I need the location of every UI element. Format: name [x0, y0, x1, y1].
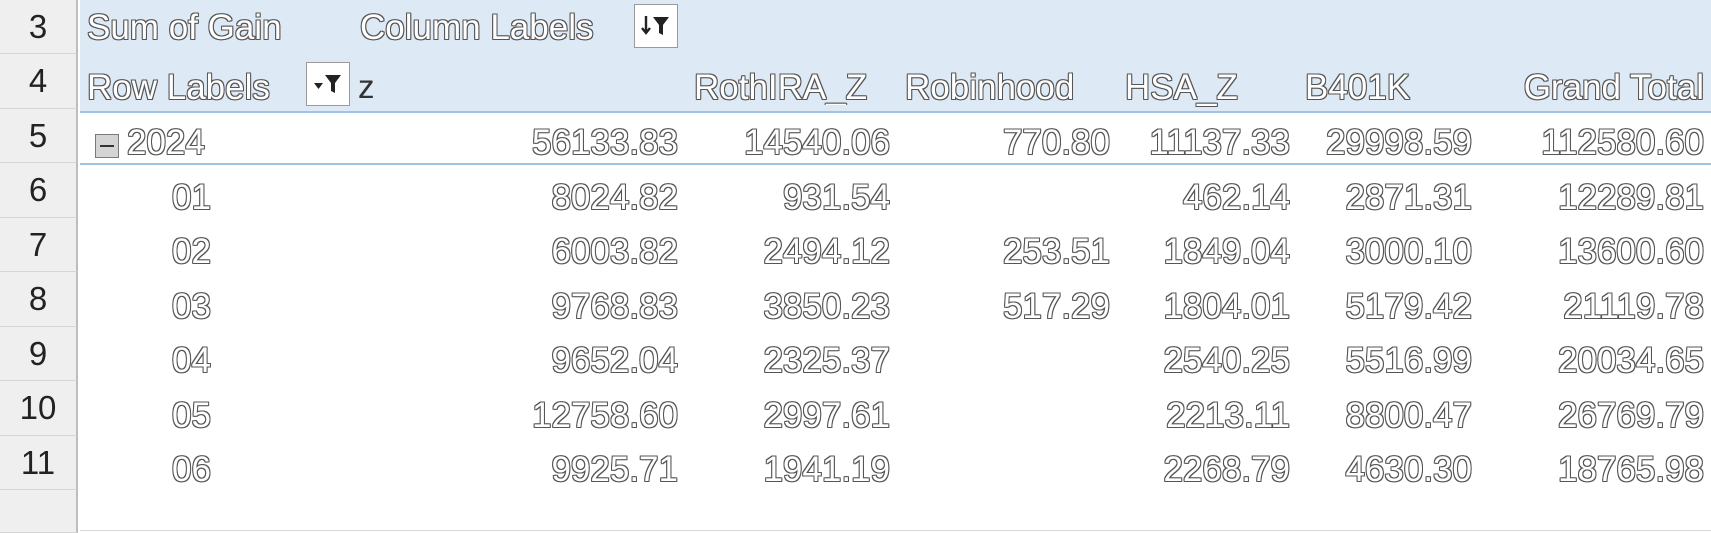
- month-value: 2325.37: [763, 341, 890, 380]
- month-value: 2997.61: [763, 396, 890, 435]
- row-labels-caption[interactable]: Row Labels: [87, 68, 270, 107]
- row-header-12[interactable]: [0, 490, 78, 533]
- year-value-4: 11137.33: [1149, 123, 1290, 162]
- year-total-band: [80, 111, 1711, 165]
- column-header-hsa[interactable]: HSA_Z: [1125, 68, 1238, 107]
- month-value: 9768.83: [551, 287, 678, 326]
- month-value: 2213.11: [1166, 396, 1290, 435]
- month-value: 517.29: [1002, 287, 1110, 326]
- month-value: 462.14: [1182, 178, 1290, 217]
- bottom-gridline: [80, 530, 1711, 531]
- year-value-2: 14540.06: [744, 123, 890, 162]
- year-value-3: 770.80: [1002, 123, 1110, 162]
- month-value: 931.54: [782, 178, 890, 217]
- year-value-5: 29998.59: [1326, 123, 1472, 162]
- month-value: 1804.01: [1163, 287, 1290, 326]
- row-header-11[interactable]: 11: [0, 436, 78, 490]
- row-header-4[interactable]: 4: [0, 54, 78, 109]
- month-value: 3850.23: [763, 287, 890, 326]
- z-label: z: [358, 68, 375, 105]
- row-header-5[interactable]: 5: [0, 109, 78, 163]
- column-labels-caption[interactable]: Column Labels: [360, 8, 594, 47]
- row-header-8[interactable]: 8: [0, 272, 78, 327]
- month-grand-total: 18765.98: [1558, 450, 1704, 489]
- month-value: 2494.12: [763, 232, 890, 271]
- month-value: 8024.82: [551, 178, 678, 217]
- month-value: 4630.30: [1345, 450, 1472, 489]
- month-value: 2268.79: [1163, 450, 1290, 489]
- month-value: 253.51: [1002, 232, 1110, 271]
- month-value: 2540.25: [1163, 341, 1290, 380]
- year-grand-total: 112580.60: [1541, 123, 1704, 162]
- row-header-10[interactable]: 10: [0, 381, 78, 436]
- month-value: 6003.82: [551, 232, 678, 271]
- month-grand-total: 12289.81: [1558, 178, 1704, 217]
- month-value: 12758.60: [532, 396, 678, 435]
- month-label: 06: [172, 450, 211, 489]
- month-value: 3000.10: [1345, 232, 1472, 271]
- month-value: 5516.99: [1345, 341, 1472, 380]
- column-header-grand-total[interactable]: Grand Total: [1523, 68, 1704, 107]
- month-grand-total: 13600.60: [1558, 232, 1704, 271]
- collapse-minus-icon[interactable]: [95, 134, 119, 158]
- year-label: 2024: [127, 123, 205, 162]
- column-filter-button[interactable]: [634, 4, 678, 48]
- month-value: 9652.04: [551, 341, 678, 380]
- pivot-header-band: [80, 0, 1711, 112]
- filter-sort-icon: [641, 16, 669, 35]
- month-label: 04: [172, 341, 211, 380]
- month-grand-total: 26769.79: [1558, 396, 1704, 435]
- month-value: 2871.31: [1345, 178, 1472, 217]
- value-field-label[interactable]: Sum of Gain: [87, 8, 282, 47]
- year-value-1: 56133.83: [532, 123, 678, 162]
- column-header-rothira[interactable]: RothIRA_Z: [694, 70, 868, 105]
- month-grand-total: 20034.65: [1558, 341, 1704, 380]
- month-value: 1849.04: [1163, 232, 1290, 271]
- row-header-7[interactable]: 7: [0, 218, 78, 272]
- row-header-9[interactable]: 9: [0, 327, 78, 381]
- column-header-b401k[interactable]: B401K: [1305, 68, 1411, 107]
- month-value: 5179.42: [1345, 287, 1472, 326]
- row-header-3[interactable]: 3: [0, 0, 78, 54]
- row-filter-button[interactable]: [306, 62, 350, 106]
- month-label: 03: [172, 287, 211, 326]
- month-label: 02: [172, 232, 211, 271]
- column-header-robinhood[interactable]: Robinhood: [905, 68, 1075, 107]
- month-value: 1941.19: [763, 450, 890, 489]
- filter-dropdown-icon: [314, 75, 341, 93]
- month-value: 9925.71: [551, 450, 678, 489]
- month-label: 05: [172, 396, 211, 435]
- row-header-6[interactable]: 6: [0, 163, 78, 218]
- month-grand-total: 21119.78: [1563, 287, 1704, 326]
- month-label: 01: [172, 178, 211, 217]
- month-value: 8800.47: [1345, 396, 1472, 435]
